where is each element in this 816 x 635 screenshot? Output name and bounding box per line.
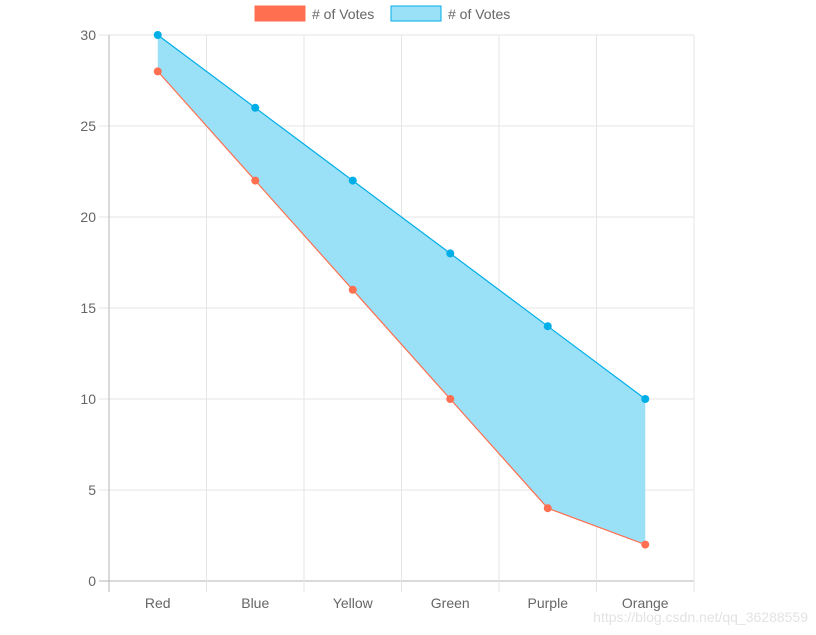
y-tick-label: 10 — [80, 391, 96, 407]
x-tick-label: Orange — [622, 595, 669, 611]
y-tick-label: 0 — [88, 573, 96, 589]
data-point — [251, 176, 260, 185]
area-between-series — [157, 35, 646, 545]
area-fill — [157, 35, 646, 545]
data-point — [153, 67, 162, 76]
legend: # of Votes # of Votes — [254, 5, 510, 22]
data-point — [543, 322, 552, 331]
legend-swatch — [254, 5, 306, 22]
series-line-1 — [157, 71, 646, 546]
data-point — [348, 285, 357, 294]
series-lines — [157, 34, 646, 546]
data-point — [446, 395, 455, 403]
y-tick-label: 5 — [88, 482, 96, 498]
data-point — [153, 31, 162, 39]
x-tick-label: Green — [431, 595, 470, 611]
data-points — [153, 31, 650, 549]
data-point — [641, 540, 650, 549]
y-tick-label: 15 — [80, 300, 96, 316]
watermark: https://blog.csdn.net/qq_36288559 — [593, 609, 808, 625]
data-point — [446, 249, 455, 258]
legend-label: # of Votes — [448, 6, 510, 22]
x-tick-label: Purple — [528, 595, 569, 611]
x-tick-label: Red — [145, 595, 171, 611]
data-point — [641, 395, 650, 403]
axes: 0 5 10 15 20 25 30 Red Blue Yellow Green Purple Oran… — [80, 27, 668, 611]
y-tick-label: 20 — [80, 209, 96, 225]
legend-label: # of Votes — [312, 6, 374, 22]
x-tick-label: Yellow — [333, 595, 374, 611]
x-tick-label: Blue — [241, 595, 269, 611]
data-point — [543, 504, 552, 513]
series-line-2 — [157, 34, 646, 400]
data-point — [348, 176, 357, 185]
legend-swatch — [390, 5, 442, 22]
y-tick-label: 25 — [80, 118, 96, 134]
data-point — [251, 103, 260, 112]
y-tick-label: 30 — [80, 27, 96, 43]
